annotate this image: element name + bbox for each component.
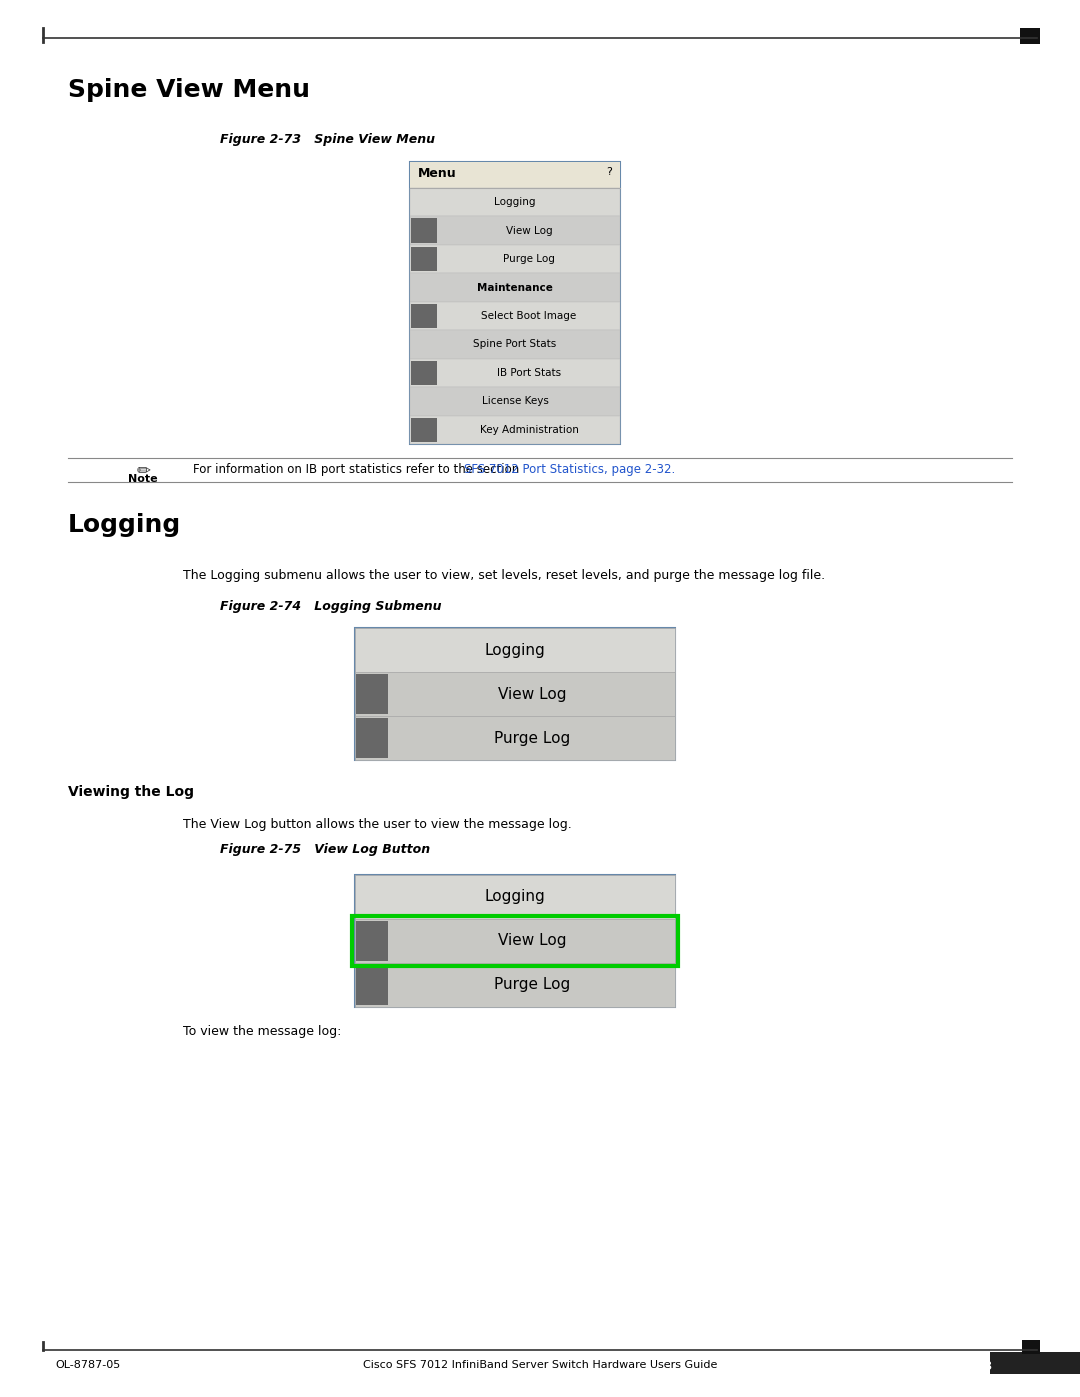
Text: Logging: Logging [485, 643, 545, 658]
Bar [990, 1352, 1080, 1375]
Bar [410, 217, 620, 244]
Bar [411, 247, 437, 271]
Bar [1020, 28, 1040, 43]
Text: Cisco SFS 7012 InfiniBand Server Switch Hardware Users Guide: Cisco SFS 7012 InfiniBand Server Switch … [363, 1361, 717, 1370]
Text: Note: Note [129, 474, 158, 483]
Text: Figure 2-73   Spine View Menu: Figure 2-73 Spine View Menu [220, 133, 435, 147]
Text: The View Log button allows the user to view the message log.: The View Log button allows the user to v… [183, 819, 571, 831]
Bar [356, 921, 388, 961]
Text: Purge Log: Purge Log [494, 978, 570, 992]
Text: View Log: View Log [498, 686, 566, 701]
Text: View Log: View Log [498, 933, 566, 949]
Bar [410, 330, 620, 359]
Bar [356, 673, 388, 714]
Bar [356, 718, 388, 759]
Bar [411, 303, 437, 328]
Bar [410, 162, 620, 189]
Text: Select Boot Image: Select Boot Image [482, 312, 577, 321]
Text: License Keys: License Keys [482, 397, 549, 407]
Text: Spine Port Stats: Spine Port Stats [473, 339, 556, 349]
Bar [355, 672, 675, 717]
Bar [355, 875, 675, 1007]
Bar [410, 274, 620, 302]
Text: Spine View Menu: Spine View Menu [68, 78, 310, 102]
Text: Purge Log: Purge Log [494, 731, 570, 746]
Text: To view the message log:: To view the message log: [183, 1025, 341, 1038]
Text: Maintenance: Maintenance [477, 282, 553, 292]
Bar [410, 387, 620, 415]
Text: Logging: Logging [495, 197, 536, 207]
Bar [355, 717, 675, 760]
Bar [410, 244, 620, 274]
Text: Purge Log: Purge Log [503, 254, 555, 264]
Bar [410, 162, 620, 444]
Bar [355, 629, 675, 672]
Bar [355, 629, 675, 760]
Text: OL-8787-05: OL-8787-05 [55, 1361, 120, 1370]
Text: ✏: ✏ [136, 461, 150, 479]
Text: 2-43: 2-43 [961, 1361, 993, 1373]
Text: IB Port Stats: IB Port Stats [497, 367, 562, 379]
Bar [355, 919, 675, 963]
Text: Viewing the Log: Viewing the Log [68, 785, 194, 799]
Bar [410, 359, 620, 387]
Text: Figure 2-75   View Log Button: Figure 2-75 View Log Button [220, 842, 430, 856]
Bar [411, 360, 437, 386]
Bar [410, 189, 620, 217]
Text: SFS 7012 Port Statistics, page 2-32.: SFS 7012 Port Statistics, page 2-32. [464, 464, 676, 476]
Text: ?: ? [606, 168, 612, 177]
Bar [411, 418, 437, 441]
Bar [1022, 1340, 1040, 1354]
Text: View Log: View Log [505, 226, 552, 236]
Bar [355, 875, 675, 919]
Text: Key Administration: Key Administration [480, 425, 579, 434]
Text: Figure 2-74   Logging Submenu: Figure 2-74 Logging Submenu [220, 599, 442, 613]
Bar [410, 302, 620, 330]
Bar [352, 916, 678, 965]
Bar [411, 218, 437, 243]
Text: Logging: Logging [485, 890, 545, 904]
Text: Menu: Menu [418, 168, 457, 180]
Bar [356, 965, 388, 1004]
Bar [410, 415, 620, 444]
Text: The Logging submenu allows the user to view, set levels, reset levels, and purge: The Logging submenu allows the user to v… [183, 569, 825, 583]
Text: For information on IB port statistics refer to the section: For information on IB port statistics re… [193, 464, 523, 476]
Text: Logging: Logging [68, 513, 181, 536]
Bar [355, 963, 675, 1007]
